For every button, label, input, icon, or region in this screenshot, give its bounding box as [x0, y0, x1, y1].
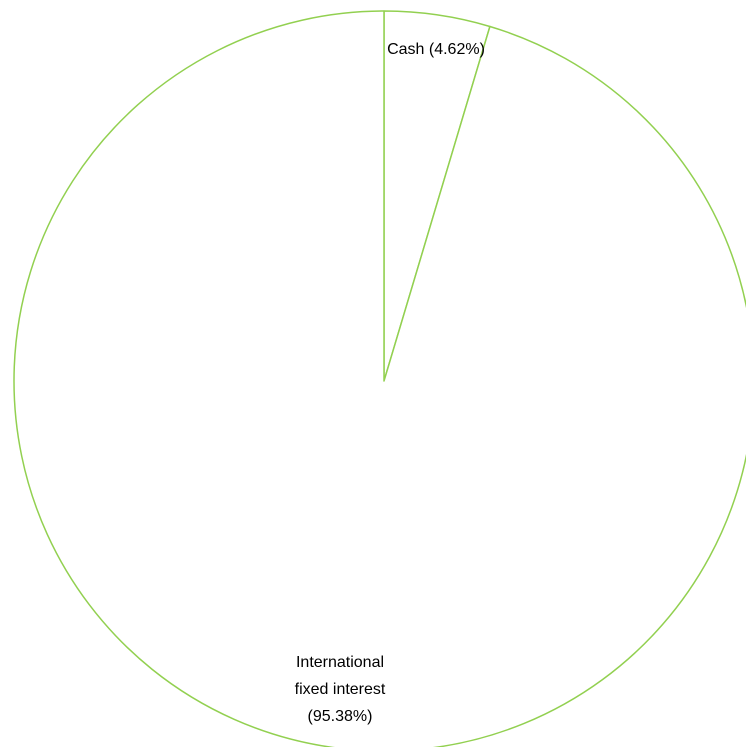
pie-slices [13, 10, 746, 747]
pie-label-cash: Cash (4.62%) [387, 41, 485, 58]
pie-label-line: International [296, 654, 384, 671]
pie-label-line: Cash (4.62%) [387, 41, 485, 58]
pie-slice-international-fixed-interest [13, 10, 746, 747]
pie-label-line: (95.38%) [308, 708, 373, 725]
pie-labels: Cash (4.62%) International fixed interest (… [295, 41, 485, 725]
pie-label-international-fixed-interest: International fixed interest (95.38%) [295, 654, 386, 725]
pie-label-line: fixed interest [295, 681, 386, 698]
